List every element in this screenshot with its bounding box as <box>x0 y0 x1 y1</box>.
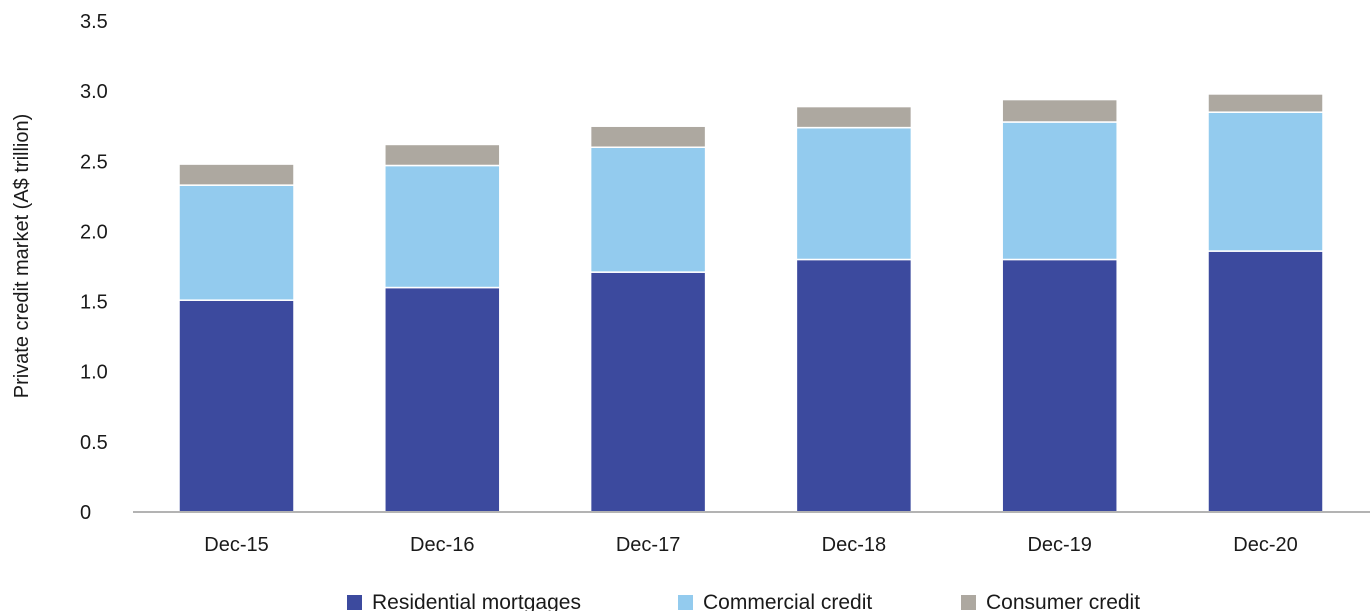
x-tick-label: Dec-18 <box>822 534 886 556</box>
legend-swatch <box>678 595 693 610</box>
bar-group-dec-19 <box>1001 98 1118 513</box>
bars <box>178 93 1324 513</box>
bar-group-dec-20 <box>1207 93 1324 513</box>
y-tick-label: 0 <box>80 502 91 524</box>
x-tick-label: Dec-15 <box>204 534 268 556</box>
bar-group-dec-16 <box>384 143 501 513</box>
y-tick-label: 2.0 <box>80 221 108 243</box>
bar-consumer-credit-dec-20 <box>1207 93 1324 113</box>
bar-group-dec-15 <box>178 163 295 513</box>
bar-consumer-credit-dec-16 <box>384 143 501 167</box>
bar-group-dec-18 <box>795 105 913 513</box>
legend-swatch <box>347 595 362 610</box>
y-tick-label: 2.5 <box>80 151 108 173</box>
y-axis-title: Private credit market (A$ trillion) <box>11 114 33 399</box>
y-tick-label: 0.5 <box>80 432 108 454</box>
y-tick-label: 3.5 <box>80 11 108 33</box>
bar-commercial-credit-dec-19 <box>1001 121 1118 261</box>
bar-consumer-credit-dec-15 <box>178 163 295 186</box>
legend-item-consumer-credit: Consumer credit <box>961 591 1140 611</box>
legend-item-residential-mortgages: Residential mortgages <box>347 591 581 611</box>
bar-commercial-credit-dec-20 <box>1207 111 1324 252</box>
legend-item-commercial-credit: Commercial credit <box>678 591 872 611</box>
bar-residential-mortgages-dec-19 <box>1001 258 1118 513</box>
y-tick-label: 3.0 <box>80 81 108 103</box>
legend-swatch <box>961 595 976 610</box>
bar-consumer-credit-dec-17 <box>589 125 707 149</box>
y-tick-label: 1.0 <box>80 362 108 384</box>
bar-commercial-credit-dec-18 <box>795 126 913 261</box>
bar-residential-mortgages-dec-20 <box>1207 250 1324 513</box>
y-axis: 0 0.5 1.0 1.5 2.0 2.5 3.0 3.5 <box>80 11 108 524</box>
bar-commercial-credit-dec-17 <box>589 146 707 273</box>
bar-commercial-credit-dec-16 <box>384 164 501 289</box>
bar-residential-mortgages-dec-16 <box>384 286 501 513</box>
bar-consumer-credit-dec-19 <box>1001 98 1118 123</box>
bar-residential-mortgages-dec-17 <box>589 271 707 513</box>
bar-residential-mortgages-dec-15 <box>178 299 295 513</box>
x-tick-label: Dec-20 <box>1233 534 1297 556</box>
bar-residential-mortgages-dec-18 <box>795 258 913 513</box>
legend: Residential mortgages Commercial credit Co… <box>347 591 1140 611</box>
x-tick-label: Dec-17 <box>616 534 680 556</box>
x-axis: Dec-15 Dec-16 Dec-17 Dec-18 Dec-19 Dec-20 <box>133 511 1370 556</box>
y-tick-label: 1.5 <box>80 292 108 314</box>
x-tick-label: Dec-16 <box>410 534 474 556</box>
legend-label: Consumer credit <box>986 591 1140 611</box>
bar-consumer-credit-dec-18 <box>795 105 913 129</box>
bar-commercial-credit-dec-15 <box>178 184 295 301</box>
legend-label: Residential mortgages <box>372 591 581 611</box>
bar-group-dec-17 <box>589 125 707 513</box>
legend-label: Commercial credit <box>703 591 872 611</box>
x-tick-label: Dec-19 <box>1027 534 1091 556</box>
